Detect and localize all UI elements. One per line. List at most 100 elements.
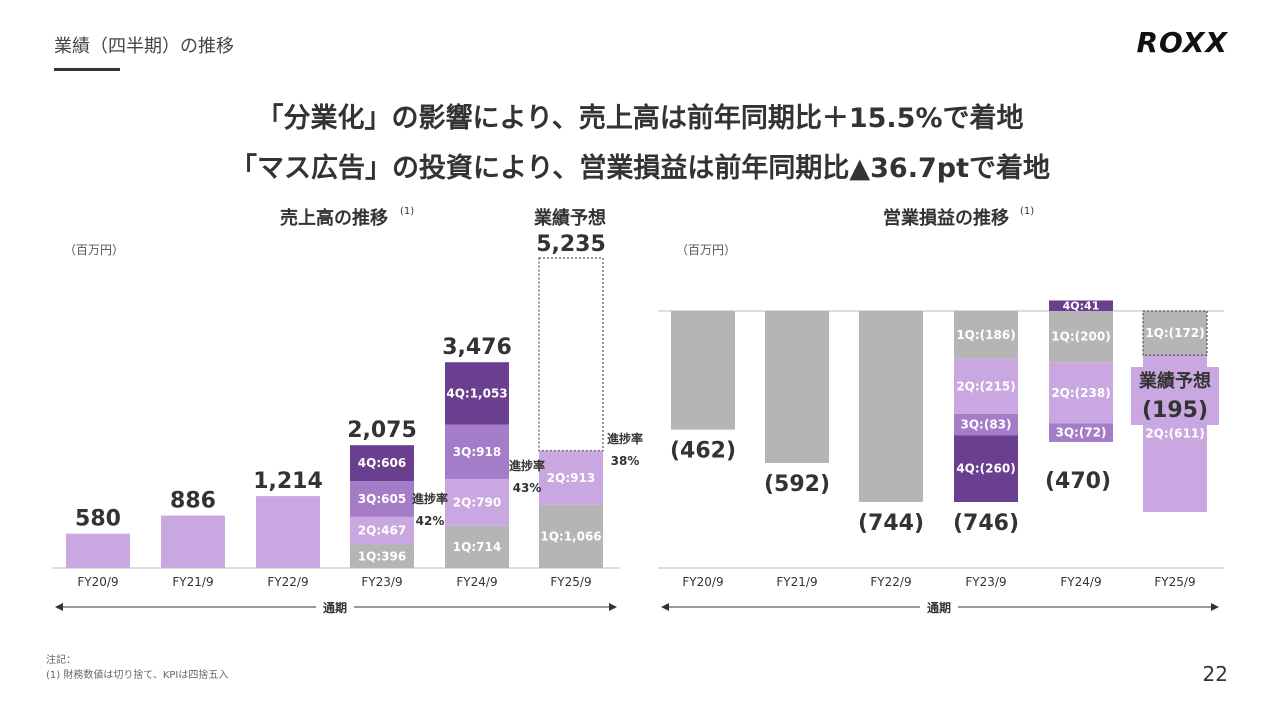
revenue-bar-segment [445,525,509,568]
oi-segment-label: 4Q:41 [1063,300,1100,313]
oi-category-label: FY23/9 [965,575,1006,589]
progress-rate-value: 43% [513,481,542,495]
revenue-category-label: FY23/9 [361,575,402,589]
revenue-bar-segment [66,533,130,568]
oi-bar-segment [859,311,923,502]
oi-segment-label: 1Q:(172) [1145,326,1204,340]
section-underline [54,68,120,71]
revenue-category-label: FY21/9 [172,575,213,589]
revenue-segment-label: 3Q:605 [358,492,406,506]
roxx-logo: ROXX [1136,26,1228,59]
oi-unit-label: （百万円） [676,243,736,257]
oi-bar-segment [1049,311,1113,363]
page-number: 22 [1202,662,1228,686]
oi-segment-label: 3Q:(72) [1055,426,1106,440]
oi-title-superscript: (1) [1020,206,1034,217]
revenue-bar-segment [539,504,603,568]
oi-bar-segment [1049,423,1113,442]
revenue-segment-label: 4Q:1,053 [446,386,507,400]
revenue-forecast-label: 業績予想 [533,207,606,229]
revenue-bars [66,257,604,568]
oi-bar-segment [1143,311,1207,356]
oi-total-label: (462) [670,439,736,464]
revenue-bar-segment [445,478,509,526]
oi-segment-label: 4Q:(260) [956,462,1015,476]
progress-rate-value: 38% [611,454,640,468]
footnote-heading: 注記： [46,655,76,666]
progress-rate-value: 42% [416,514,445,528]
revenue-segment-label: 3Q:918 [453,445,501,459]
revenue-segment-label: 4Q:606 [358,456,406,470]
oi-category-label: FY20/9 [682,575,723,589]
progress-rate-label: 進捗率 [412,491,448,506]
revenue-bar-segment [350,445,414,482]
oi-segment-label: 2Q:(215) [956,379,1015,393]
headline-revenue: 「分業化」の影響により、売上高は前年同期比＋15.5%で着地 [256,103,1024,134]
revenue-total-label: 886 [170,489,216,514]
progress-rate-label: 進捗率 [607,431,643,446]
revenue-chart-title: 売上高の推移 [280,207,388,229]
oi-category-label: FY21/9 [776,575,817,589]
revenue-segment-label: 2Q:913 [547,471,595,485]
oi-category-label: FY24/9 [1060,575,1101,589]
revenue-bar-segment [350,544,414,568]
revenue-bar-segment [445,424,509,479]
oi-total-label: (195) [1142,398,1208,423]
revenue-total-label: 2,075 [347,418,417,443]
revenue-segment-label: 2Q:790 [453,495,501,509]
oi-total-label: (592) [764,472,830,497]
revenue-total-label: 1,214 [253,469,323,494]
revenue-bar-segment [539,450,603,505]
oi-bar-segment [954,435,1018,502]
revenue-segment-label: 1Q:1,066 [540,529,601,543]
revenue-segment-label: 1Q:396 [358,549,406,563]
oi-segment-label: 2Q:(238) [1051,386,1110,400]
revenue-total-label: 580 [75,507,121,532]
oi-period-label-bg [920,598,958,616]
oi-total-label: (744) [858,511,924,536]
revenue-bar-segment [350,516,414,545]
oi-segment-label: 2Q:(611) [1145,427,1204,441]
oi-bar-segment [1049,362,1113,424]
revenue-unit-label: （百万円） [64,243,124,257]
oi-forecast-label-bg [1131,367,1219,425]
oi-forecast-outline [1142,310,1208,356]
revenue-total-label: 5,235 [536,232,606,257]
progress-rate-label: 進捗率 [509,458,545,473]
oi-category-label: FY22/9 [870,575,911,589]
revenue-bar-segment [445,362,509,425]
revenue-labels: 580 FY20/9 886 FY21/9 1,214 FY22/9 1Q:396 2Q:46… [75,232,643,589]
revenue-forecast-outline [538,257,604,452]
oi-chart-title: 営業損益の推移 [883,207,1009,229]
oi-bar-segment [765,311,829,463]
revenue-period-label-bg [316,598,354,616]
revenue-category-label: FY25/9 [550,575,591,589]
oi-segment-label: 1Q:(186) [956,328,1015,342]
oi-segment-label: 1Q:(200) [1051,330,1110,344]
oi-total-label: (470) [1045,469,1111,494]
oi-labels: (462) FY20/9 (592) FY21/9 (744) FY22/9 1Q:(186… [670,300,1219,589]
oi-bar-segment [954,413,1018,436]
oi-forecast-label: 業績予想 [1138,370,1211,392]
oi-segment-label: 3Q:(83) [960,418,1011,432]
oi-category-label: FY25/9 [1154,575,1195,589]
headline-operating-income: 「マス広告」の投資により、営業損益は前年同期比▲36.7ptで着地 [230,153,1050,184]
revenue-category-label: FY24/9 [456,575,497,589]
revenue-bar-segment [350,481,414,517]
revenue-period-label: 通期 [323,600,347,615]
oi-bar-segment [954,358,1018,414]
revenue-segment-label: 1Q:714 [453,540,501,554]
revenue-bar-segment [161,515,225,568]
footnote-text: (1) 財務数値は切り捨て、KPIは四捨五入 [46,670,229,681]
revenue-bar-segment [256,496,320,568]
oi-period-label: 通期 [927,600,951,615]
section-title: 業績（四半期）の推移 [54,36,234,57]
revenue-title-superscript: (1) [400,206,414,217]
oi-bars [671,300,1208,513]
revenue-category-label: FY20/9 [77,575,118,589]
revenue-segment-label: 2Q:467 [358,524,406,538]
oi-bar-segment [671,311,735,430]
oi-total-label: (746) [953,511,1019,536]
oi-bar-segment [1049,300,1113,311]
